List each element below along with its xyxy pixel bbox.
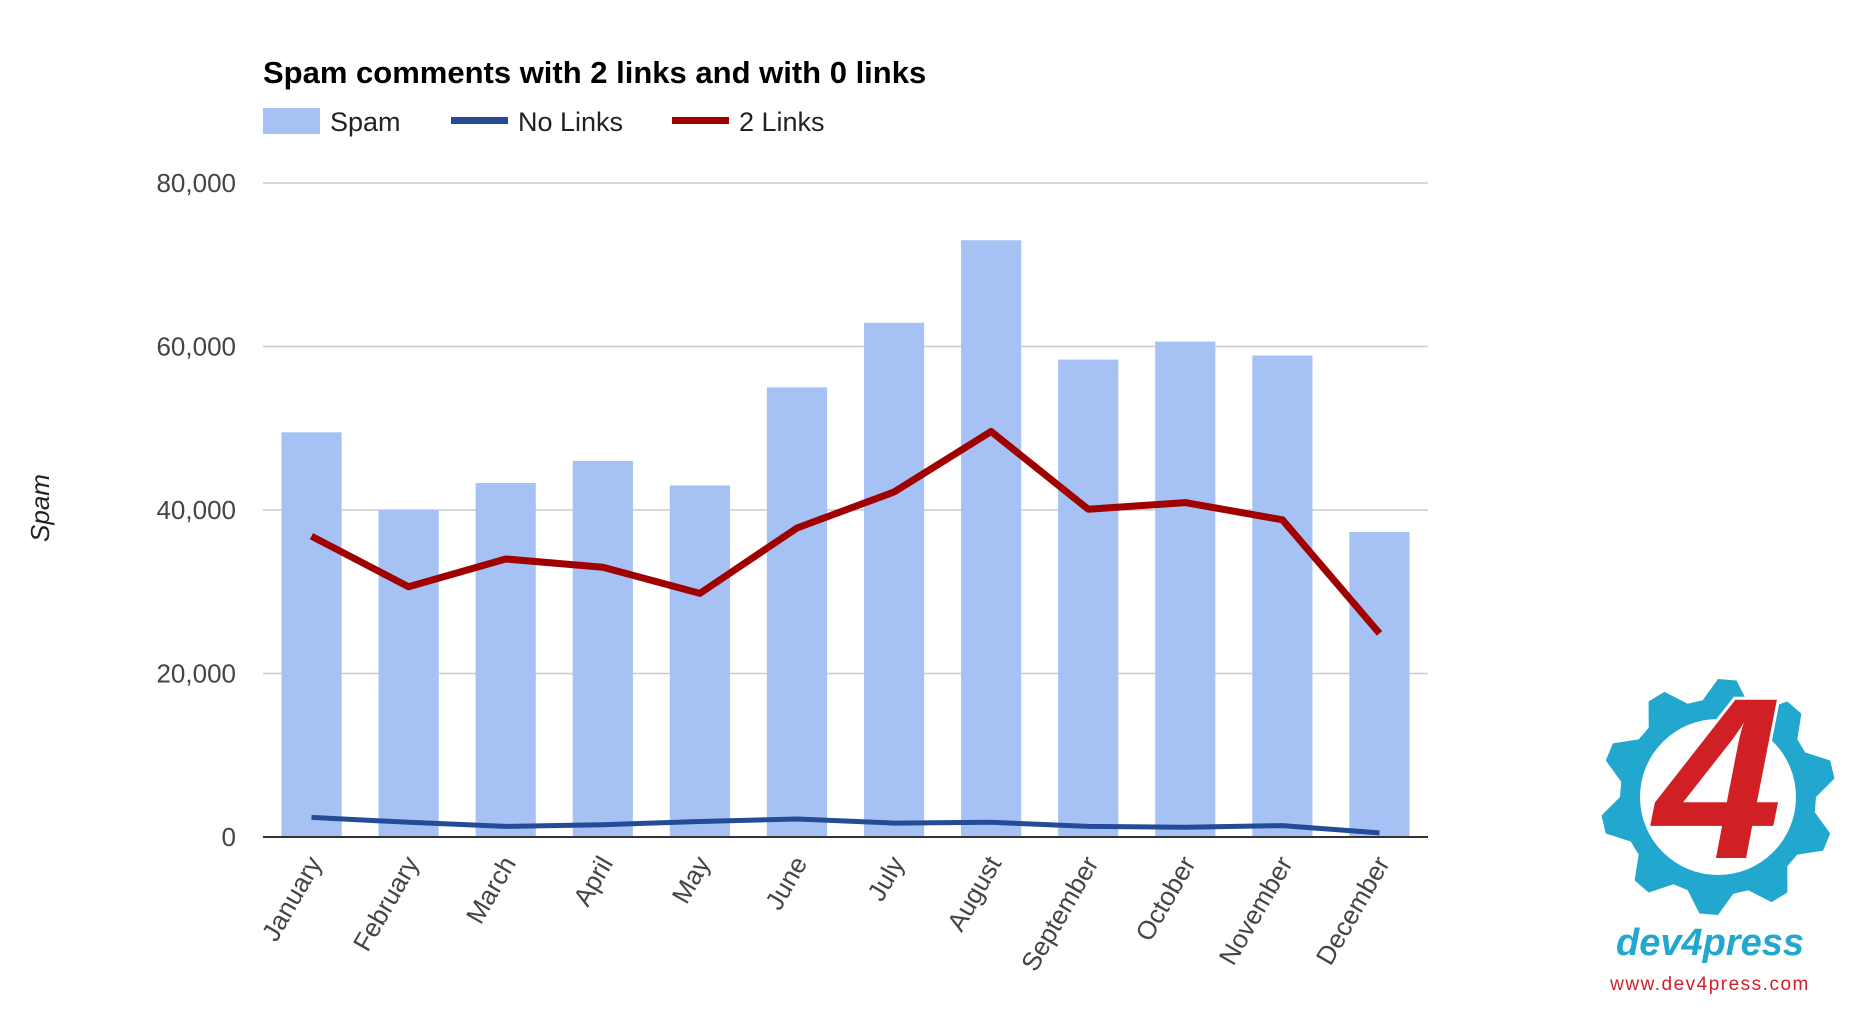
line-2-links xyxy=(309,428,1383,636)
legend-label-no-links: No Links xyxy=(518,107,623,137)
y-axis-label: Spam xyxy=(25,474,55,542)
bar-october xyxy=(1155,341,1216,837)
x-tick-label-june: June xyxy=(759,851,813,915)
y-tick-label: 60,000 xyxy=(156,332,236,362)
x-tick-label-october: October xyxy=(1129,851,1201,946)
bar-june xyxy=(766,387,828,837)
x-tick-label-august: August xyxy=(941,850,1008,936)
legend-swatch-2-links xyxy=(672,117,729,124)
legend-label-2-links: 2 Links xyxy=(739,107,825,137)
y-tick-label: 40,000 xyxy=(156,495,236,525)
bar-july xyxy=(863,322,925,838)
dev4press-logo: 4 dev4press www.dev4press.com xyxy=(1601,647,1835,995)
y-tick-label: 0 xyxy=(222,822,236,852)
y-tick-label: 20,000 xyxy=(156,659,236,689)
bar-january xyxy=(281,432,342,837)
logo-brand-text: dev4press xyxy=(1616,922,1804,964)
legend-label-spam: Spam xyxy=(330,107,401,137)
x-tick-label-april: April xyxy=(567,851,619,911)
legend-swatch-no-links xyxy=(451,117,508,124)
x-tick-label-march: March xyxy=(460,851,522,929)
x-tick-label-december: December xyxy=(1310,851,1396,970)
bar-november xyxy=(1252,355,1313,837)
line-no-links xyxy=(311,814,1380,836)
x-tick-label-february: February xyxy=(347,851,425,956)
x-axis-ticks: January February March April May June July Augu… xyxy=(256,850,1396,976)
y-axis-ticks: 0 20,000 40,000 60,000 80,000 xyxy=(156,168,236,852)
bars-spam xyxy=(281,240,1410,838)
bar-august xyxy=(961,240,1022,838)
series-lines xyxy=(309,428,1383,836)
legend: Spam No Links 2 Links xyxy=(263,107,825,137)
gear-icon xyxy=(1601,679,1835,915)
logo-url-text: www.dev4press.com xyxy=(1609,974,1810,995)
x-tick-label-november: November xyxy=(1213,851,1299,970)
x-tick-label-july: July xyxy=(861,851,910,906)
x-tick-label-january: January xyxy=(256,851,328,946)
x-tick-label-may: May xyxy=(666,851,717,909)
bar-march xyxy=(475,483,536,837)
logo-four-glyph: 4 xyxy=(1650,650,1782,907)
chart-title: Spam comments with 2 links and with 0 li… xyxy=(263,55,926,90)
bar-september xyxy=(1058,359,1119,837)
bar-april xyxy=(572,460,633,837)
y-tick-label: 80,000 xyxy=(156,168,236,198)
x-tick-label-september: September xyxy=(1015,851,1105,976)
bar-may xyxy=(669,485,730,837)
bar-february xyxy=(378,510,439,837)
legend-swatch-spam xyxy=(263,108,320,134)
bar-december xyxy=(1349,532,1410,837)
